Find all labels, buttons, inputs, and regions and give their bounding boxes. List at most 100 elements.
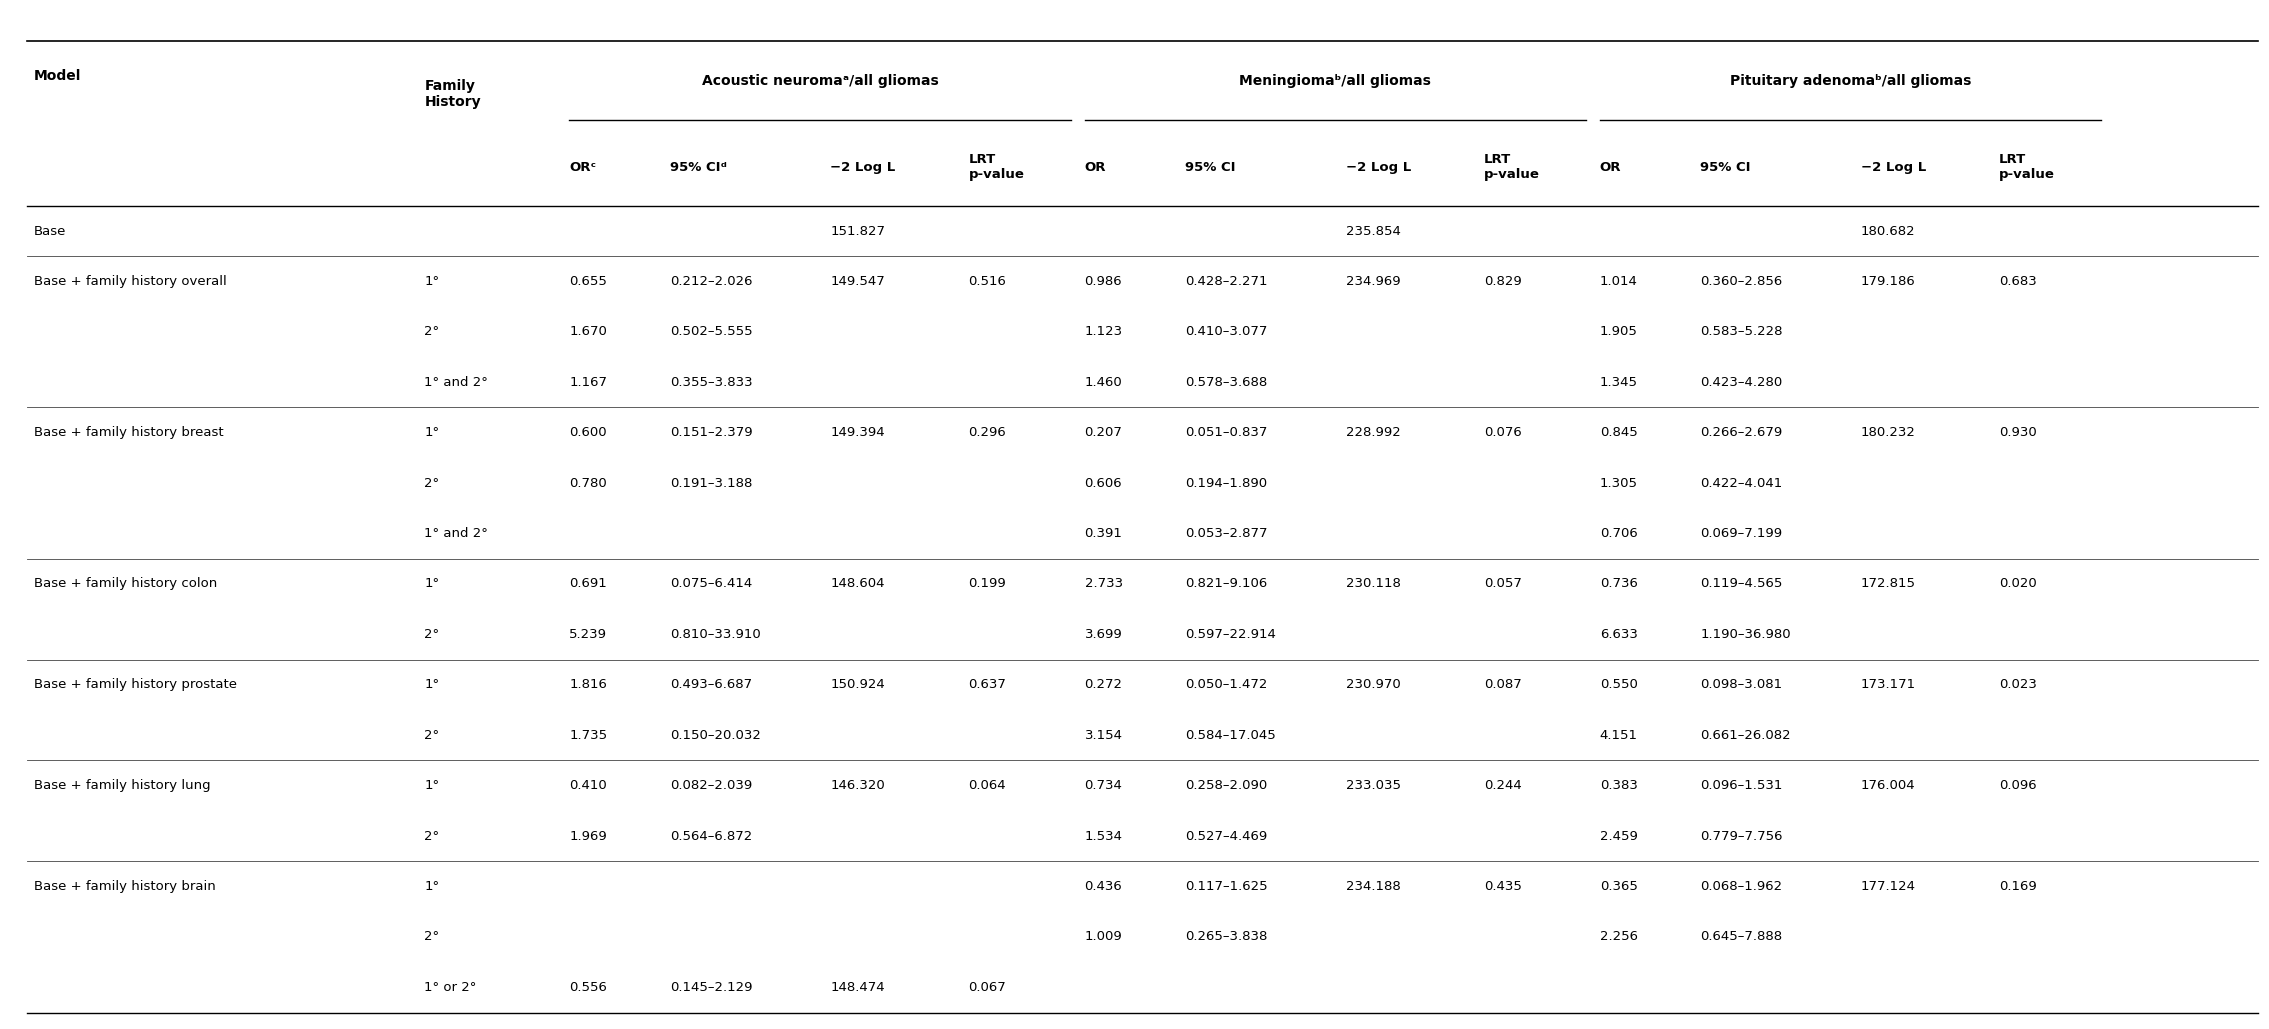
Text: 0.691: 0.691 (570, 577, 608, 591)
Text: 230.118: 230.118 (1346, 577, 1400, 591)
Text: 0.020: 0.020 (1999, 577, 2038, 591)
Text: 2°: 2° (424, 729, 440, 742)
Text: 1.014: 1.014 (1600, 275, 1638, 288)
Text: Base + family history overall: Base + family history overall (34, 275, 227, 288)
Text: Base: Base (34, 224, 66, 238)
Text: 1° or 2°: 1° or 2° (424, 981, 476, 994)
Text: 1.534: 1.534 (1085, 829, 1123, 843)
Text: 0.151–2.379: 0.151–2.379 (669, 426, 753, 439)
Text: 0.779–7.756: 0.779–7.756 (1699, 829, 1783, 843)
Text: 1.735: 1.735 (570, 729, 608, 742)
Text: 0.244: 0.244 (1484, 779, 1522, 792)
Text: 95% CIᵈ: 95% CIᵈ (669, 161, 726, 174)
Text: 0.527–4.469: 0.527–4.469 (1184, 829, 1266, 843)
Text: 0.661–26.082: 0.661–26.082 (1699, 729, 1790, 742)
Text: 1.123: 1.123 (1085, 325, 1123, 339)
Text: 1.167: 1.167 (570, 376, 608, 389)
Text: 4.151: 4.151 (1600, 729, 1638, 742)
Text: 228.992: 228.992 (1346, 426, 1400, 439)
Text: Base + family history prostate: Base + family history prostate (34, 678, 236, 691)
Text: ORᶜ: ORᶜ (570, 161, 597, 174)
Text: 234.188: 234.188 (1346, 880, 1400, 893)
Text: 0.606: 0.606 (1085, 476, 1123, 490)
Text: OR: OR (1085, 161, 1105, 174)
Text: −2 Log L: −2 Log L (1861, 161, 1926, 174)
Text: 180.232: 180.232 (1861, 426, 1915, 439)
Text: 1°: 1° (424, 426, 440, 439)
Text: 149.547: 149.547 (830, 275, 885, 288)
Text: 151.827: 151.827 (830, 224, 885, 238)
Text: 0.845: 0.845 (1600, 426, 1638, 439)
Text: 0.736: 0.736 (1600, 577, 1638, 591)
Text: 0.069–7.199: 0.069–7.199 (1699, 527, 1781, 540)
Text: 146.320: 146.320 (830, 779, 885, 792)
Text: 0.207: 0.207 (1085, 426, 1123, 439)
Text: 0.053–2.877: 0.053–2.877 (1184, 527, 1268, 540)
Text: Pituitary adenomaᵇ/all gliomas: Pituitary adenomaᵇ/all gliomas (1729, 73, 1972, 87)
Text: 0.564–6.872: 0.564–6.872 (669, 829, 751, 843)
Text: 0.067: 0.067 (969, 981, 1007, 994)
Text: 148.604: 148.604 (830, 577, 885, 591)
Text: 0.194–1.890: 0.194–1.890 (1184, 476, 1266, 490)
Text: 180.682: 180.682 (1861, 224, 1915, 238)
Text: 1.305: 1.305 (1600, 476, 1638, 490)
Text: 0.829: 0.829 (1484, 275, 1522, 288)
Text: 2°: 2° (424, 930, 440, 944)
Text: 6.633: 6.633 (1600, 628, 1638, 641)
Text: Model: Model (34, 69, 82, 83)
Text: −2 Log L: −2 Log L (1346, 161, 1411, 174)
Text: −2 Log L: −2 Log L (830, 161, 896, 174)
Text: 0.082–2.039: 0.082–2.039 (669, 779, 751, 792)
Text: 2°: 2° (424, 325, 440, 339)
Text: 1°: 1° (424, 678, 440, 691)
Text: 0.550: 0.550 (1600, 678, 1638, 691)
Text: 0.516: 0.516 (969, 275, 1007, 288)
Text: 148.474: 148.474 (830, 981, 885, 994)
Text: 0.821–9.106: 0.821–9.106 (1184, 577, 1266, 591)
Text: 0.435: 0.435 (1484, 880, 1522, 893)
Text: Meningiomaᵇ/all gliomas: Meningiomaᵇ/all gliomas (1239, 73, 1432, 87)
Text: 2°: 2° (424, 829, 440, 843)
Text: 0.355–3.833: 0.355–3.833 (669, 376, 753, 389)
Text: 0.391: 0.391 (1085, 527, 1123, 540)
Text: Acoustic neuromaᵃ/all gliomas: Acoustic neuromaᵃ/all gliomas (701, 73, 939, 87)
Text: 5.239: 5.239 (570, 628, 608, 641)
Text: 0.064: 0.064 (969, 779, 1005, 792)
Text: 1°: 1° (424, 577, 440, 591)
Text: 1°: 1° (424, 275, 440, 288)
Text: 0.266–2.679: 0.266–2.679 (1699, 426, 1783, 439)
Text: 0.706: 0.706 (1600, 527, 1638, 540)
Text: 0.930: 0.930 (1999, 426, 2038, 439)
Text: 0.645–7.888: 0.645–7.888 (1699, 930, 1781, 944)
Text: 0.272: 0.272 (1085, 678, 1123, 691)
Text: LRT
p-value: LRT p-value (969, 153, 1026, 181)
Text: Base + family history lung: Base + family history lung (34, 779, 211, 792)
Text: 0.410–3.077: 0.410–3.077 (1184, 325, 1268, 339)
Text: OR: OR (1600, 161, 1622, 174)
Text: 149.394: 149.394 (830, 426, 885, 439)
Text: 0.145–2.129: 0.145–2.129 (669, 981, 753, 994)
Text: 0.584–17.045: 0.584–17.045 (1184, 729, 1275, 742)
Text: LRT
p-value: LRT p-value (1484, 153, 1541, 181)
Text: 0.212–2.026: 0.212–2.026 (669, 275, 753, 288)
Text: 0.428–2.271: 0.428–2.271 (1184, 275, 1268, 288)
Text: Base + family history brain: Base + family history brain (34, 880, 216, 893)
Text: 173.171: 173.171 (1861, 678, 1915, 691)
Text: 0.637: 0.637 (969, 678, 1007, 691)
Text: 2.256: 2.256 (1600, 930, 1638, 944)
Text: 0.423–4.280: 0.423–4.280 (1699, 376, 1783, 389)
Text: 1.345: 1.345 (1600, 376, 1638, 389)
Text: 0.683: 0.683 (1999, 275, 2038, 288)
Text: 0.096: 0.096 (1999, 779, 2038, 792)
Text: 1.905: 1.905 (1600, 325, 1638, 339)
Text: 3.699: 3.699 (1085, 628, 1123, 641)
Text: 0.597–22.914: 0.597–22.914 (1184, 628, 1275, 641)
Text: 0.502–5.555: 0.502–5.555 (669, 325, 753, 339)
Text: 3.154: 3.154 (1085, 729, 1123, 742)
Text: 1° and 2°: 1° and 2° (424, 376, 488, 389)
Text: 0.655: 0.655 (570, 275, 608, 288)
Text: 0.986: 0.986 (1085, 275, 1123, 288)
Text: 0.051–0.837: 0.051–0.837 (1184, 426, 1268, 439)
Text: 179.186: 179.186 (1861, 275, 1915, 288)
Text: Base + family history colon: Base + family history colon (34, 577, 218, 591)
